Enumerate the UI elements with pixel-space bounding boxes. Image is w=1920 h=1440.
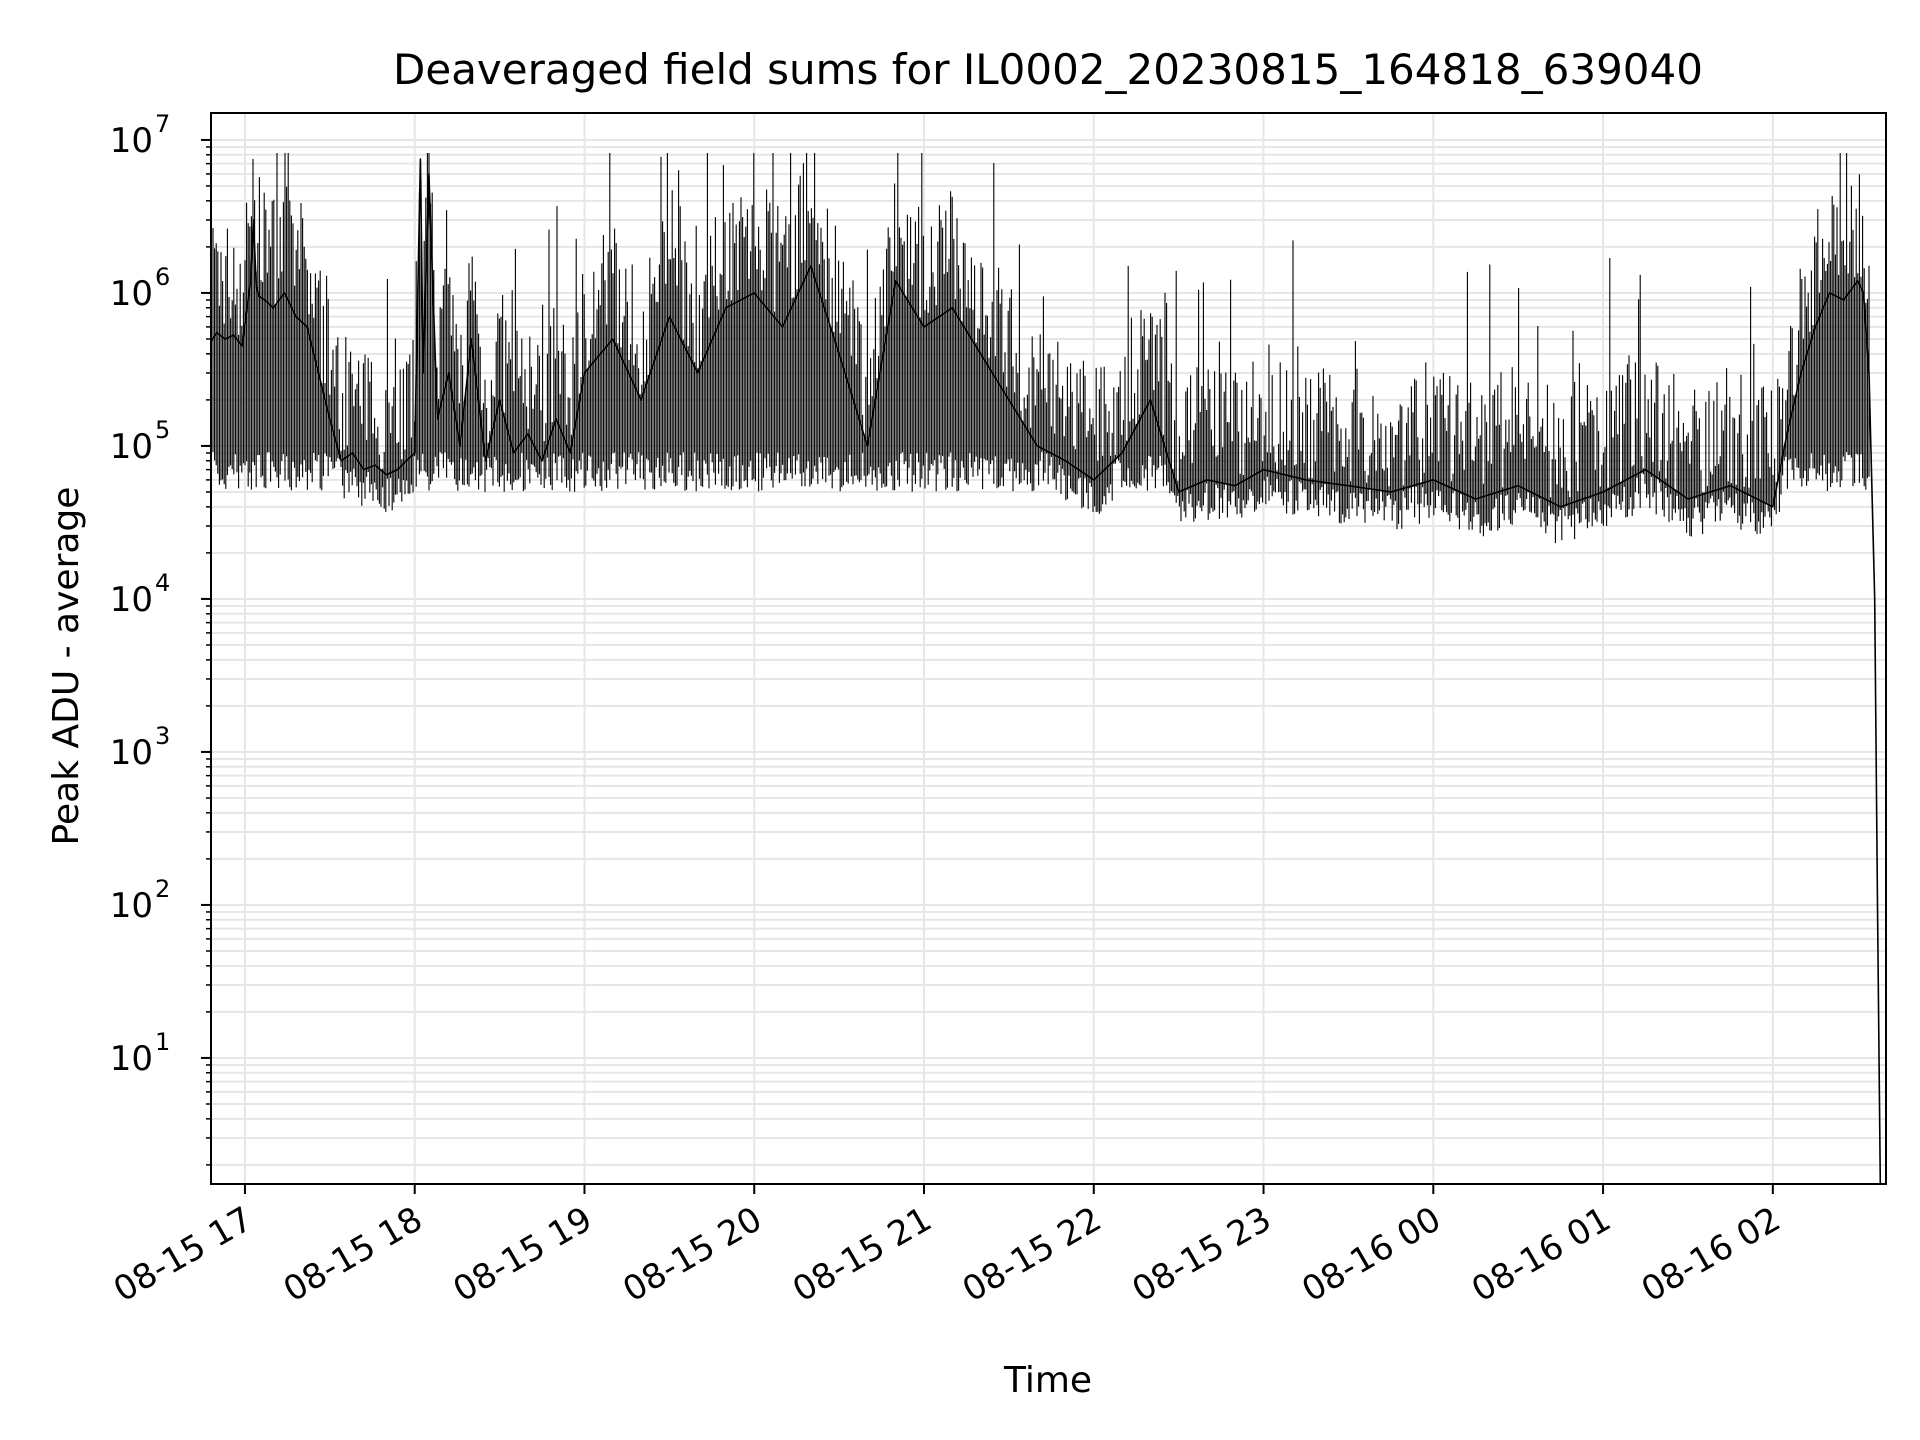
y-tick-label: 10 [110, 427, 153, 467]
y-tick-exponent: 6 [155, 263, 170, 291]
y-tick-base: 10 [110, 1039, 153, 1079]
y-tick-exponent: 1 [155, 1028, 170, 1056]
y-tick-base: 10 [110, 121, 153, 161]
y-tick-base: 10 [110, 733, 153, 773]
y-tick-base: 10 [110, 580, 153, 620]
y-tick-base: 10 [110, 274, 153, 314]
y-tick-label: 10 [110, 1039, 153, 1079]
y-tick-base: 10 [110, 886, 153, 926]
y-tick-exponent: 4 [155, 569, 170, 597]
y-tick-label: 10 [110, 274, 153, 314]
y-axis-label: Peak ADU - average [46, 487, 87, 846]
y-tick-exponent: 5 [155, 416, 170, 444]
y-tick-exponent: 3 [155, 722, 170, 750]
y-tick-label: 10 [110, 886, 153, 926]
x-axis-label: Time [1003, 1360, 1092, 1401]
chart-title: Deaveraged field sums for IL0002_2023081… [393, 45, 1703, 94]
y-tick-label: 10 [110, 580, 153, 620]
y-tick-label: 10 [110, 733, 153, 773]
y-tick-base: 10 [110, 427, 153, 467]
y-tick-label: 10 [110, 121, 153, 161]
y-tick-exponent: 2 [155, 875, 170, 903]
grid-lines [211, 113, 1886, 1184]
plot-frame [210, 112, 1887, 1185]
y-tick-exponent: 7 [155, 110, 170, 138]
data-series [210, 153, 1882, 1185]
series-line-texture [212, 153, 1870, 544]
